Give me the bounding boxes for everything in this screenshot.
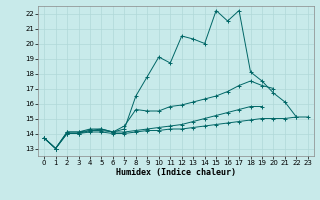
X-axis label: Humidex (Indice chaleur): Humidex (Indice chaleur) [116,168,236,177]
